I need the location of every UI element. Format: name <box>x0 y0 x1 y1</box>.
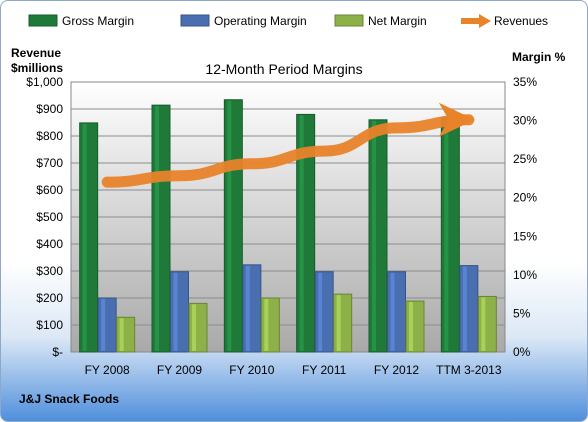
legend: Gross Margin Operating Margin Net Margin Re… <box>28 14 548 28</box>
bar-net-margin <box>405 300 425 353</box>
left-axis-label-line2: $millions <box>11 61 63 75</box>
left-tick-label: $400 <box>36 237 63 251</box>
bar-marks <box>79 99 497 353</box>
bar-net-margin <box>188 302 208 353</box>
x-tick-label: FY 2011 <box>302 363 347 377</box>
bar-highlight <box>192 304 196 351</box>
bar-net-margin <box>333 293 353 353</box>
bar-net-margin <box>260 297 280 353</box>
bar-highlight <box>336 295 341 351</box>
bar-highlight <box>245 265 250 351</box>
company-name: J&J Snack Foods <box>19 392 119 406</box>
bar-gross-margin <box>440 116 460 353</box>
bar-highlight <box>372 120 376 351</box>
left-axis-label-line1: Revenue <box>11 46 61 60</box>
grid-lines <box>71 108 505 326</box>
bar-gross-margin <box>223 99 243 353</box>
right-tick-label: 20% <box>513 191 537 205</box>
bar-net-margin <box>477 295 497 353</box>
legend-operating-margin-swatch <box>180 14 210 27</box>
x-tick-label: FY 2009 <box>157 363 202 377</box>
left-tick-label: $600 <box>36 183 63 197</box>
right-axis-ticks: 0% 5% 10% 15% 20% 25% 30% 35% <box>513 75 537 359</box>
bar-highlight <box>82 123 87 351</box>
legend-net-margin-swatch <box>334 14 364 27</box>
bar-highlight <box>173 272 178 351</box>
legend-revenues-label: Revenues <box>494 14 548 28</box>
revenue-arrow-head <box>438 102 475 137</box>
bar-operating-margin <box>97 297 117 353</box>
revenue-line <box>101 102 475 188</box>
left-tick-label: $900 <box>36 102 63 116</box>
x-tick-label: TTM 3-2013 <box>436 363 502 377</box>
bar-highlight <box>119 318 124 351</box>
left-tick-label: $1,000 <box>26 75 63 89</box>
bar-net-margin <box>116 316 136 353</box>
legend-net-margin-label: Net Margin <box>368 14 427 28</box>
bar-gross-margin <box>79 122 99 353</box>
right-tick-label: 35% <box>513 75 537 89</box>
bar-operating-margin <box>170 271 189 353</box>
bar-operating-margin <box>242 264 262 353</box>
bar-highlight <box>318 272 323 351</box>
legend-gross-margin-label: Gross Margin <box>62 14 134 28</box>
bar-highlight <box>444 118 449 351</box>
left-tick-label: $- <box>52 345 63 359</box>
x-tick-label: FY 2012 <box>374 363 419 377</box>
bar-operating-margin <box>314 271 334 353</box>
right-tick-label: 5% <box>513 306 531 320</box>
right-tick-label: 15% <box>513 229 537 243</box>
bar-gross-margin <box>151 104 171 353</box>
legend-revenues-arrow <box>479 14 491 28</box>
bar-gross-margin <box>368 119 388 353</box>
x-axis-ticks: FY 2008 FY 2009 FY 2010 FY 2011 FY 2012 TTM 3… <box>85 363 502 377</box>
legend-operating-margin-label: Operating Margin <box>214 14 307 28</box>
left-tick-label: $700 <box>36 156 63 170</box>
x-tick-label: FY 2008 <box>85 363 130 377</box>
bar-highlight <box>227 100 232 351</box>
bar-highlight <box>462 266 467 351</box>
bar-highlight <box>299 115 304 352</box>
bar-highlight <box>390 272 395 351</box>
left-tick-label: $500 <box>36 210 63 224</box>
left-tick-label: $300 <box>36 264 63 278</box>
bar-operating-margin <box>459 265 479 353</box>
right-tick-label: 10% <box>513 268 537 282</box>
bar-highlight <box>155 106 159 352</box>
right-tick-label: 30% <box>513 114 537 128</box>
chart-title: 12-Month Period Margins <box>205 61 362 77</box>
bar-highlight <box>101 299 106 351</box>
left-tick-label: $800 <box>36 129 63 143</box>
bar-operating-margin <box>387 271 406 353</box>
right-tick-label: 0% <box>513 345 531 359</box>
bar-highlight <box>481 297 486 351</box>
left-tick-label: $100 <box>36 318 63 332</box>
right-axis-label: Margin % <box>512 50 566 64</box>
bar-highlight <box>409 302 413 351</box>
revenue-line-path <box>101 114 475 188</box>
left-axis-ticks: $- $100 $200 $300 $400 $500 $600 $700 $800 $900 $1… <box>26 75 63 359</box>
legend-gross-margin-swatch <box>28 14 58 27</box>
bar-highlight <box>264 299 269 351</box>
x-tick-label: FY 2010 <box>229 363 274 377</box>
left-tick-label: $200 <box>36 291 63 305</box>
right-tick-label: 25% <box>513 152 537 166</box>
